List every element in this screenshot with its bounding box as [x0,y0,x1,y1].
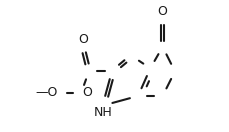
Text: O: O [78,33,88,46]
Text: O: O [157,5,167,18]
Text: —O: —O [35,86,57,99]
Text: O: O [82,86,92,99]
Text: NH: NH [93,106,112,119]
